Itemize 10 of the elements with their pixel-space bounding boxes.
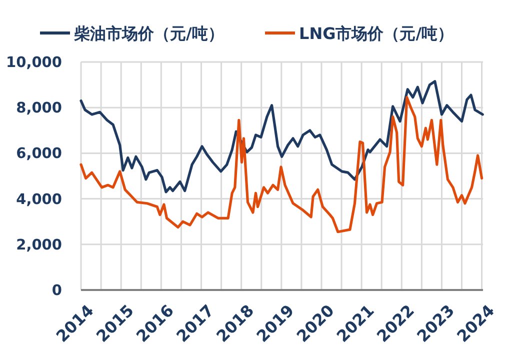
legend-label: 柴油市场价（元/吨） (73, 24, 224, 43)
y-tick-label: 10,000 (6, 55, 62, 71)
y-tick-label: 6,000 (16, 146, 62, 162)
y-tick-label: 0 (52, 283, 62, 299)
y-tick-label: 8,000 (16, 100, 62, 117)
line-series (80, 96, 484, 234)
y-tick-label: 2,000 (16, 237, 62, 254)
y-tick-label: 4,000 (16, 192, 62, 208)
line-series (80, 80, 484, 194)
legend-label: LNG市场价（元/吨） (299, 24, 454, 43)
